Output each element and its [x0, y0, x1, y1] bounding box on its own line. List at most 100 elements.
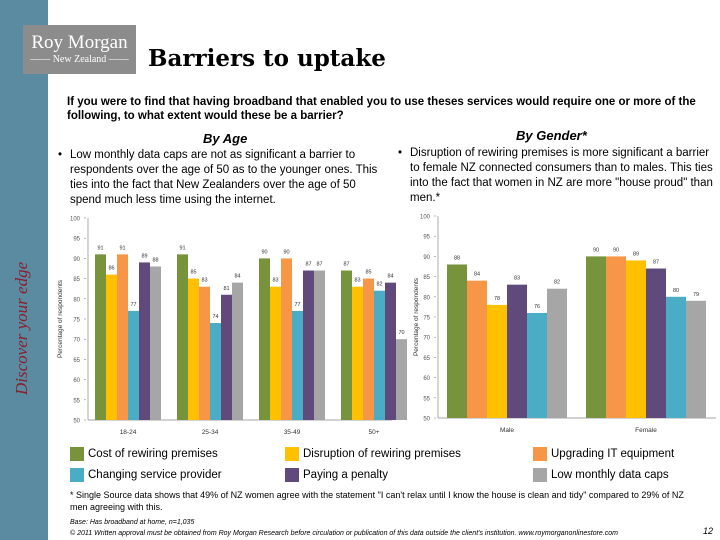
data-label: 85 — [190, 270, 196, 276]
legend-label: Cost of rewiring premises — [88, 448, 218, 460]
data-label: 89 — [633, 251, 639, 257]
data-label: 83 — [354, 278, 360, 284]
legend-item: Low monthly data caps — [533, 468, 669, 482]
y-tick-label: 50 — [423, 417, 430, 423]
x-tick-label: 18-24 — [120, 429, 137, 436]
legend-label: Disruption of rewiring premises — [303, 448, 461, 460]
gender-bullet: • Disruption of rewiring premises is more… — [398, 147, 713, 204]
legend-swatch — [285, 447, 299, 461]
legend-item: Disruption of rewiring premises — [285, 447, 461, 461]
bar — [95, 254, 106, 420]
data-label: 88 — [454, 255, 460, 261]
x-tick-label: 35-49 — [284, 429, 301, 436]
data-label: 83 — [201, 278, 207, 284]
sidebar — [0, 0, 48, 540]
data-label: 84 — [387, 274, 393, 280]
y-tick-label: 55 — [423, 396, 430, 402]
data-label: 77 — [294, 302, 300, 308]
bar — [646, 268, 666, 418]
bar — [447, 264, 467, 418]
data-label: 87 — [316, 262, 322, 268]
bar — [374, 290, 385, 420]
data-label: 81 — [223, 286, 229, 292]
y-tick-label: 95 — [423, 235, 430, 241]
y-tick-label: 65 — [423, 356, 430, 362]
y-tick-label: 90 — [423, 255, 430, 261]
y-tick-label: 55 — [73, 398, 80, 404]
bar — [352, 286, 363, 420]
y-tick-label: 65 — [73, 358, 80, 364]
data-label: 85 — [365, 270, 371, 276]
legend-label: Paying a penalty — [303, 469, 389, 481]
data-label: 87 — [305, 262, 311, 268]
bar — [150, 266, 161, 420]
bar — [117, 254, 128, 420]
legend-swatch — [70, 447, 84, 461]
legend-swatch — [533, 447, 547, 461]
data-label: 83 — [272, 278, 278, 284]
data-label: 83 — [514, 276, 520, 282]
bar — [128, 310, 139, 420]
data-label: 91 — [179, 245, 185, 251]
legend-label: Changing service provider — [88, 469, 222, 481]
bar — [341, 270, 352, 420]
legend-label: Low monthly data caps — [551, 469, 669, 481]
survey-question: If you were to find that having broadban… — [67, 96, 696, 122]
age-heading: By Age — [203, 131, 248, 146]
data-label: 91 — [97, 245, 103, 251]
bar — [270, 286, 281, 420]
bar — [626, 260, 646, 418]
data-label: 90 — [593, 247, 599, 253]
bar — [606, 256, 626, 418]
page-number: 12 — [703, 526, 714, 536]
data-label: 90 — [283, 249, 289, 255]
page-title: Barriers to uptake — [148, 45, 386, 72]
bar — [385, 282, 396, 420]
legend-swatch — [285, 468, 299, 482]
y-axis-title: Percentage of respondents — [57, 279, 64, 358]
bar — [139, 262, 150, 420]
bar — [686, 300, 706, 418]
logo: Roy Morgan —— New Zealand —— — [23, 25, 136, 74]
legend-label: Upgrading IT equipment — [551, 448, 675, 460]
legend-item: Changing service provider — [70, 468, 222, 482]
bar — [221, 294, 232, 420]
bar — [188, 278, 199, 420]
gender-bullet-text: Disruption of rewiring premises is more … — [410, 147, 713, 204]
data-label: 79 — [693, 292, 699, 298]
data-label: 82 — [376, 282, 382, 288]
y-axis-title: Percentage of respondents — [413, 277, 420, 356]
bar — [232, 282, 243, 420]
logo-region: New Zealand — [52, 54, 107, 65]
footnote: * Single Source data shows that 49% of N… — [70, 490, 684, 512]
age-bullet: • Low monthly data caps are not as signif… — [58, 149, 378, 206]
data-label: 84 — [234, 274, 240, 280]
data-label: 77 — [130, 302, 136, 308]
y-tick-label: 90 — [73, 257, 80, 263]
y-tick-label: 80 — [423, 295, 430, 301]
data-label: 70 — [398, 330, 404, 336]
data-label: 86 — [108, 266, 114, 272]
bar — [527, 312, 547, 418]
data-label: 78 — [494, 296, 500, 302]
x-tick-label: 25-34 — [202, 429, 219, 436]
bar — [547, 288, 567, 418]
bar — [177, 254, 188, 420]
data-label: 90 — [261, 249, 267, 255]
y-tick-label: 70 — [423, 336, 430, 342]
legend-swatch — [533, 468, 547, 482]
bar — [281, 258, 292, 420]
x-tick-label: Female — [635, 427, 657, 434]
data-label: 87 — [653, 260, 659, 266]
data-label: 80 — [673, 288, 679, 294]
y-tick-label: 75 — [423, 316, 430, 322]
bar — [303, 270, 314, 420]
y-tick-label: 85 — [423, 275, 430, 281]
bar — [396, 339, 407, 420]
bar — [586, 256, 606, 418]
y-tick-label: 70 — [73, 338, 80, 344]
data-label: 87 — [343, 262, 349, 268]
data-label: 82 — [554, 280, 560, 286]
y-tick-label: 100 — [420, 215, 431, 221]
